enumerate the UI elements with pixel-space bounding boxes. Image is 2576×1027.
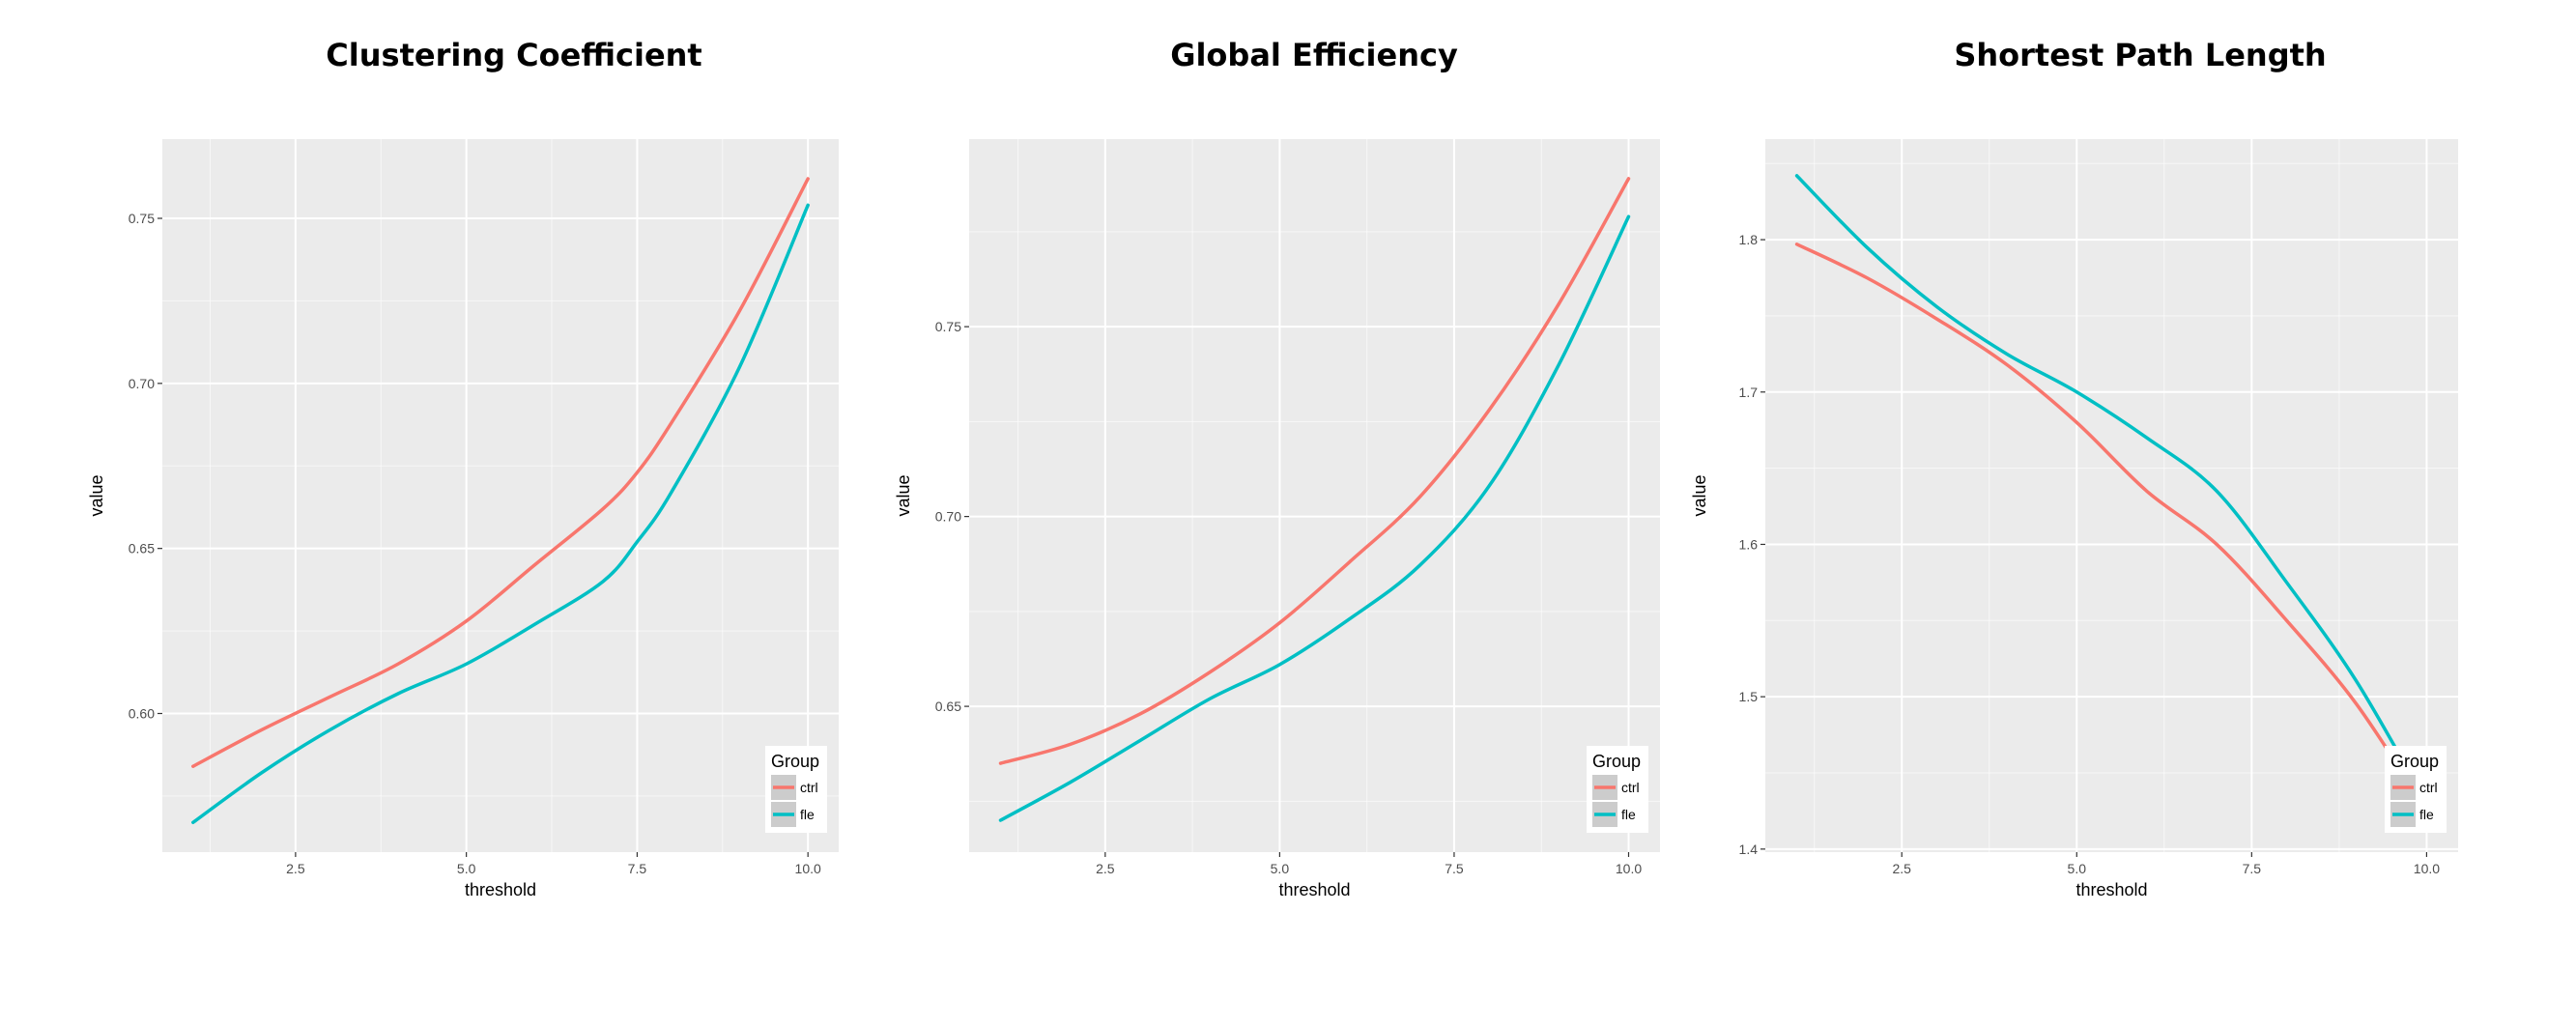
y-tick-label: 0.65 — [935, 699, 961, 714]
x-tick-label: 2.5 — [1096, 861, 1115, 876]
x-tick-label: 5.0 — [1271, 861, 1290, 876]
y-tick-label: 0.75 — [129, 211, 155, 226]
chart-panel-1: Clustering Coefficient 2.5 5.0 7.5 10.0 0.60 0… — [87, 37, 839, 899]
legend-label-fle: fle — [1621, 807, 1636, 822]
legend-label-fle: fle — [800, 807, 815, 822]
chart-title: Shortest Path Length — [1954, 37, 2326, 73]
x-tick-label: 5.0 — [457, 861, 476, 876]
legend-label-ctrl: ctrl — [2419, 780, 2438, 795]
plot-panel — [162, 139, 839, 852]
plot-panel — [1765, 139, 2458, 852]
chart-panel-3: Shortest Path Length 2.5 5.0 7.5 10.0 1.4 1.5 1… — [1690, 37, 2458, 899]
x-tick-label: 10.0 — [1616, 861, 1642, 876]
y-tick-label: 1.7 — [1739, 385, 1759, 400]
y-tick-label: 1.6 — [1739, 536, 1759, 552]
y-tick-label: 1.5 — [1739, 689, 1759, 704]
y-axis-title: value — [87, 474, 106, 516]
legend-title: Group — [1592, 752, 1641, 771]
series-line-ctrl — [1794, 242, 2429, 813]
x-tick-label: 7.5 — [2243, 861, 2262, 876]
legend-label-ctrl: ctrl — [1621, 780, 1640, 795]
x-tick-label: 10.0 — [795, 861, 821, 876]
legend-title: Group — [771, 752, 819, 771]
x-axis-title: threshold — [1278, 880, 1350, 899]
series-line-fle — [1794, 174, 2429, 806]
x-axis-title: threshold — [2075, 880, 2147, 899]
legend-title: Group — [2390, 752, 2439, 771]
legend-label-fle: fle — [2419, 807, 2434, 822]
y-tick-label: 0.70 — [935, 509, 961, 525]
chart-title: Clustering Coefficient — [326, 37, 701, 73]
chart-panel-2: Global Efficiency 2.5 5.0 7.5 10.0 0.65 0.70 0.… — [894, 37, 1660, 899]
series-line-fle — [998, 214, 1631, 822]
y-tick-label: 0.65 — [129, 541, 155, 556]
legend: Group ctrl fle — [2385, 746, 2447, 833]
series-line-fle — [191, 203, 810, 824]
chart-title: Global Efficiency — [1170, 37, 1458, 73]
x-tick-label: 5.0 — [2068, 861, 2087, 876]
series-line-ctrl — [191, 177, 810, 768]
x-axis-title: threshold — [465, 880, 536, 899]
legend-label-ctrl: ctrl — [800, 780, 818, 795]
y-tick-label: 1.4 — [1739, 842, 1759, 857]
y-tick-label: 0.70 — [129, 376, 155, 391]
x-tick-label: 10.0 — [2414, 861, 2440, 876]
series-line-ctrl — [998, 177, 1631, 765]
legend: Group ctrl fle — [1587, 746, 1648, 833]
y-axis-title: value — [894, 474, 913, 516]
y-axis-title: value — [1690, 474, 1709, 516]
x-tick-label: 7.5 — [628, 861, 647, 876]
x-tick-label: 2.5 — [286, 861, 305, 876]
legend: Group ctrl fle — [765, 746, 827, 833]
x-tick-label: 2.5 — [1892, 861, 1911, 876]
y-tick-label: 0.75 — [935, 319, 961, 334]
plot-panel — [969, 139, 1660, 852]
y-tick-label: 0.60 — [129, 706, 155, 722]
y-tick-label: 1.8 — [1739, 232, 1759, 247]
x-tick-label: 7.5 — [1445, 861, 1464, 876]
